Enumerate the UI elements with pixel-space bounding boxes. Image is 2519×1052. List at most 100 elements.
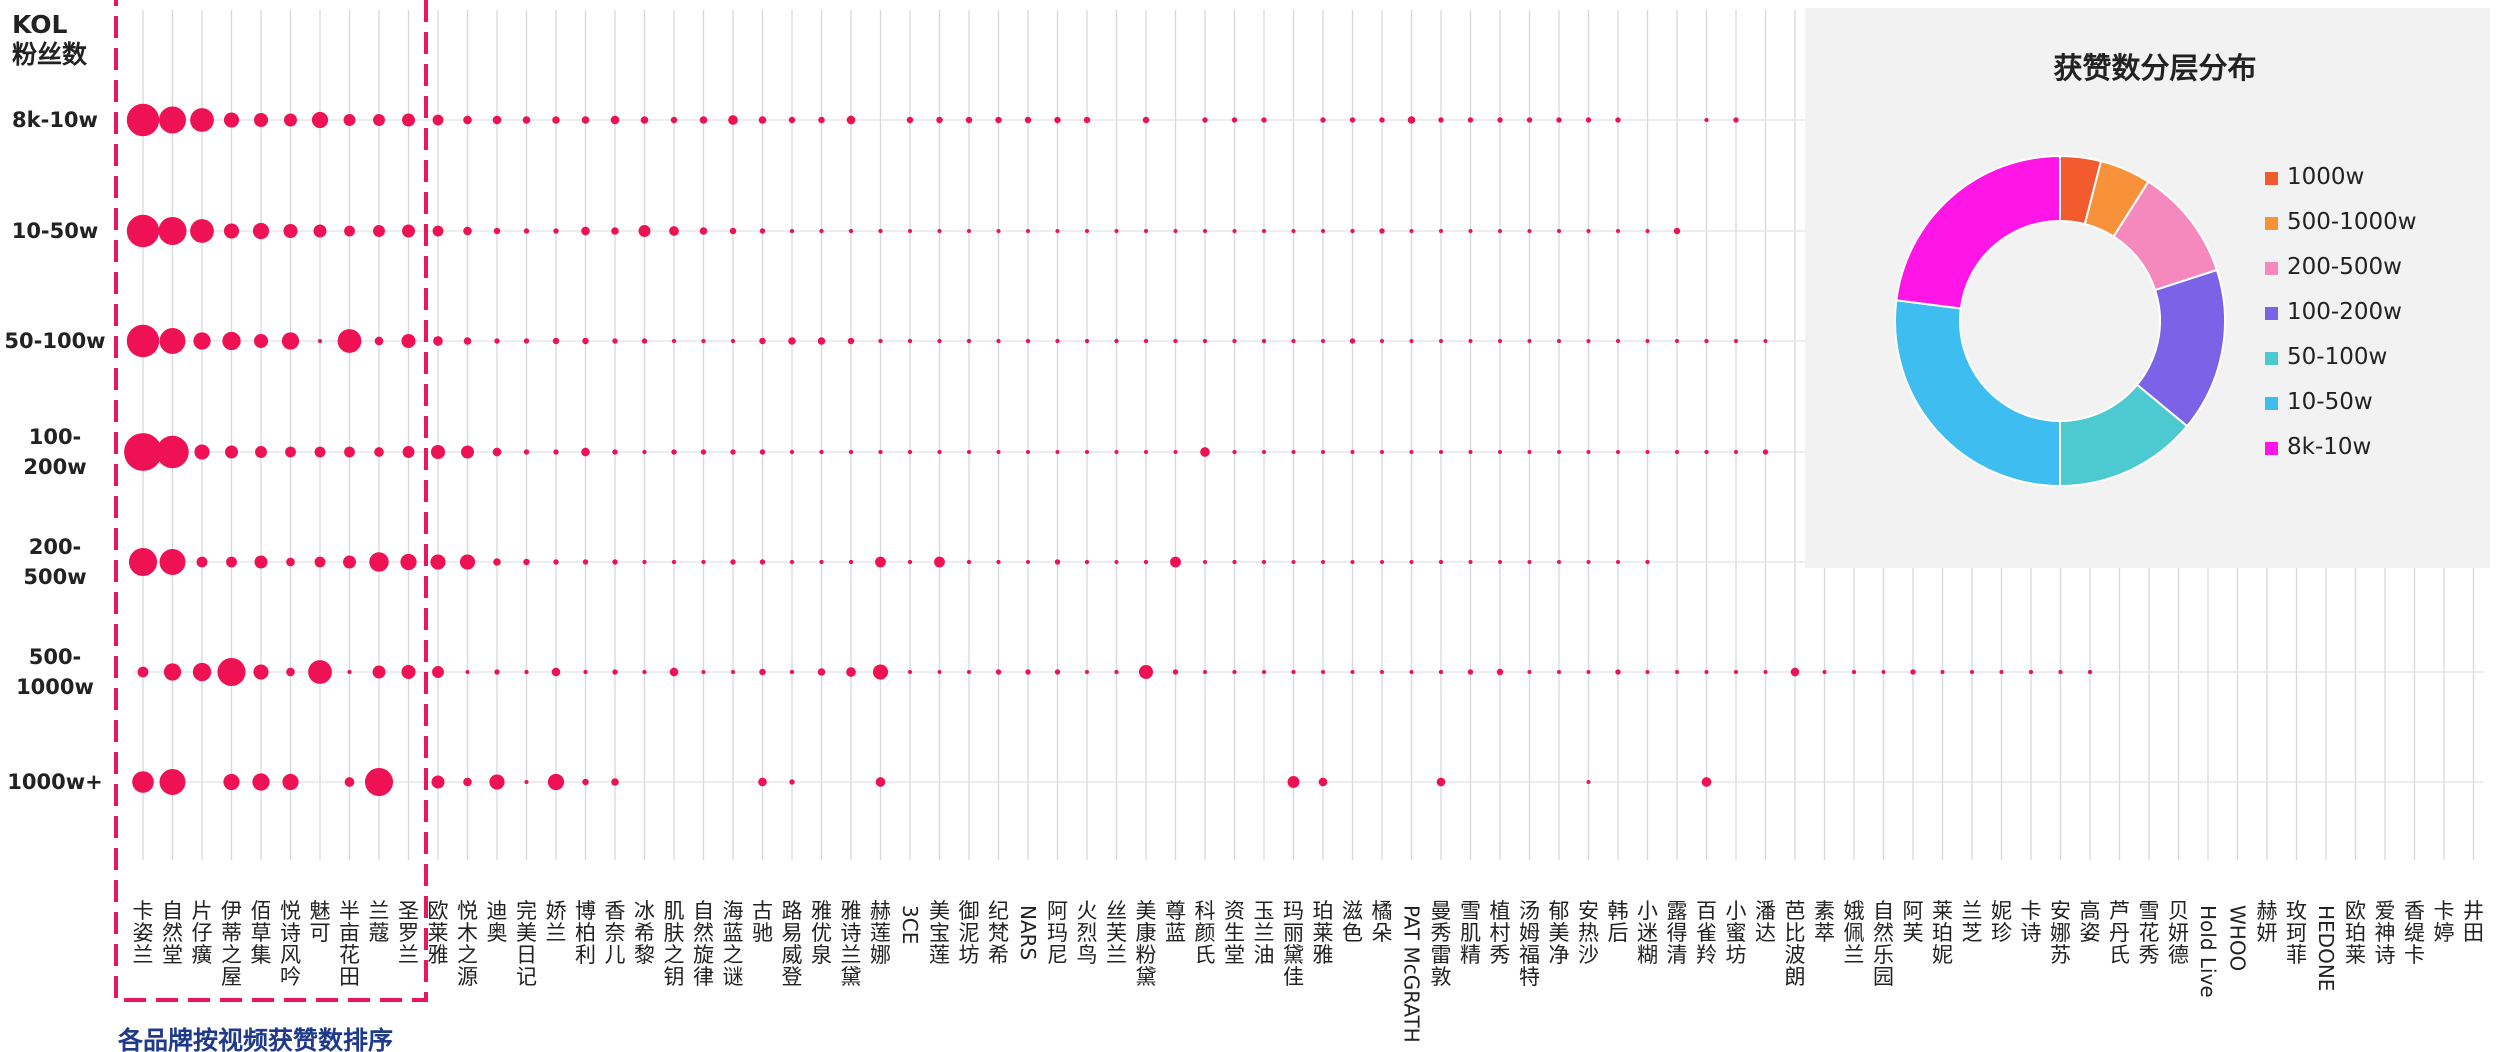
- x-tick-label: 丝芙兰: [1106, 899, 1127, 967]
- x-tick-label: 小迷糊: [1637, 899, 1658, 967]
- x-tick-label: 纪梵希: [988, 899, 1009, 967]
- bubble-point: [1586, 450, 1591, 454]
- bubble-point: [547, 773, 565, 791]
- x-tick-label: 路易威登: [782, 899, 803, 989]
- bubble-point: [1468, 560, 1473, 564]
- bubble-point: [699, 227, 708, 235]
- bubble-point: [819, 449, 824, 455]
- bubble-point: [1114, 450, 1119, 454]
- bubble-point: [995, 669, 1002, 675]
- bubble-point: [308, 660, 332, 684]
- bubble-point: [846, 667, 856, 677]
- bubble-point: [1704, 449, 1709, 455]
- bubble-point: [281, 332, 300, 350]
- bubble-point: [967, 450, 971, 454]
- x-tick-label: 雪肌精: [1460, 899, 1481, 967]
- bubble-point: [1321, 339, 1325, 343]
- bubble-point: [640, 116, 649, 124]
- bubble-point: [282, 773, 299, 791]
- bubble-point: [1940, 670, 1945, 674]
- bubble-point: [1144, 229, 1148, 233]
- y-tick-label: 100-200w: [23, 425, 86, 479]
- bubble-point: [1851, 669, 1857, 675]
- bubble-point: [1701, 777, 1712, 787]
- bubble-point: [1498, 450, 1502, 454]
- bubble-point: [492, 447, 502, 457]
- x-tick-label: 圣罗兰: [398, 899, 419, 967]
- bubble-point: [1203, 560, 1207, 564]
- bubble-point: [996, 338, 1001, 344]
- bubble-point: [819, 559, 824, 565]
- x-tick-label: 资生堂: [1224, 899, 1245, 967]
- bubble-point: [402, 113, 415, 127]
- bubble-point: [1438, 117, 1444, 123]
- bubble-point: [818, 116, 825, 124]
- bubble-point: [1085, 450, 1089, 454]
- bubble-point: [489, 774, 505, 790]
- bubble-point: [967, 229, 971, 233]
- bubble-point: [1557, 229, 1561, 233]
- bubble-point: [552, 337, 560, 345]
- bubble-point: [374, 447, 384, 457]
- bubble-point: [847, 337, 855, 345]
- bubble-point: [817, 337, 826, 345]
- legend-swatch: [2265, 262, 2278, 275]
- bubble-point: [759, 228, 766, 234]
- bubble-point: [1114, 560, 1119, 564]
- bubble-point: [126, 324, 160, 358]
- bubble-point: [159, 769, 186, 795]
- bubble-point: [461, 445, 474, 459]
- x-tick-label: 半亩花田: [339, 899, 360, 989]
- bubble-point: [965, 116, 973, 124]
- x-tick-label: 自然乐园: [1873, 899, 1894, 989]
- x-tick-label: 赫妍: [2257, 899, 2278, 945]
- bubble-point: [1025, 338, 1031, 344]
- x-tick-label: 美宝莲: [929, 899, 950, 967]
- bubble-point: [286, 557, 295, 567]
- bubble-point: [996, 229, 1001, 233]
- y-tick-label: 500-1000w: [16, 645, 94, 699]
- bubble-point: [401, 664, 416, 680]
- bubble-point: [878, 338, 883, 344]
- bubble-point: [1675, 670, 1679, 674]
- x-tick-label: 潘达: [1755, 899, 1776, 945]
- bubble-point: [995, 116, 1002, 124]
- x-tick-label: 欧莱雅: [428, 899, 449, 967]
- bubble-point: [1970, 670, 1974, 674]
- bubble-point: [459, 554, 476, 570]
- x-tick-label: 雅优泉: [811, 899, 832, 967]
- x-tick-label: Hold Live: [2196, 905, 2220, 998]
- bubble-point: [1468, 450, 1473, 454]
- bubble-point: [252, 222, 270, 240]
- bubble-point: [2087, 669, 2093, 675]
- bubble-point: [1762, 449, 1769, 455]
- bubble-point: [612, 449, 618, 455]
- bubble-point: [1143, 338, 1149, 344]
- bubble-point: [372, 665, 386, 679]
- bubble-point: [730, 338, 736, 344]
- bubble-point: [1496, 668, 1504, 676]
- bubble-point: [553, 449, 559, 455]
- x-tick-label: 3CE: [898, 905, 922, 944]
- x-tick-label: 冰希黎: [634, 899, 655, 967]
- bubble-point: [1439, 339, 1443, 343]
- bubble-point: [432, 225, 444, 237]
- bubble-point: [226, 556, 237, 568]
- bubble-point: [400, 553, 417, 571]
- bubble-point: [908, 229, 912, 233]
- bubble-point: [907, 449, 913, 455]
- x-tick-label: 芦丹氏: [2109, 899, 2130, 967]
- bubble-point: [1467, 117, 1474, 123]
- bubble-point: [190, 219, 214, 243]
- bubble-point: [789, 779, 795, 785]
- bubble-point: [347, 669, 352, 675]
- x-tick-label: NARS: [1016, 905, 1040, 960]
- bubble-point: [875, 556, 886, 568]
- bubble-point: [966, 559, 972, 565]
- bubble-point: [671, 449, 677, 455]
- bubble-point: [1232, 229, 1237, 233]
- x-tick-label: 阿芙: [1903, 899, 1924, 945]
- bubble-point: [1232, 449, 1237, 455]
- bubble-point: [669, 667, 679, 677]
- bubble-point: [1790, 667, 1800, 677]
